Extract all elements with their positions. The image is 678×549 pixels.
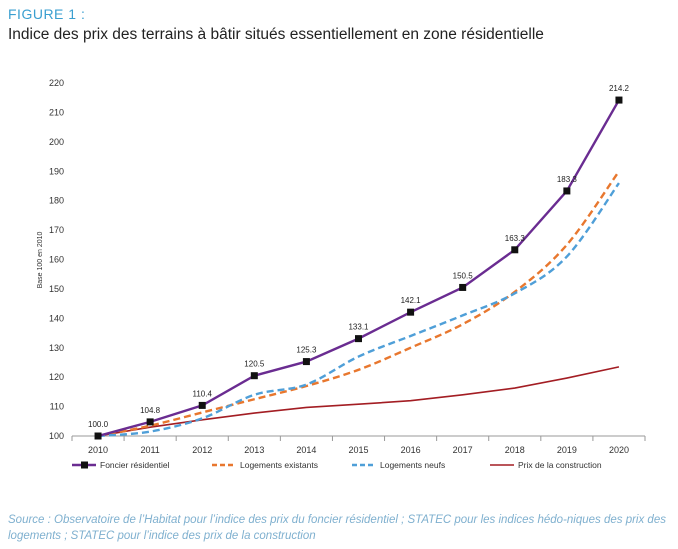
y-tick-label: 150 (49, 284, 64, 294)
chart-title: Indice des prix des terrains à bâtir sit… (8, 26, 544, 43)
data-point (198, 401, 206, 409)
y-tick-label: 130 (49, 343, 64, 353)
y-tick-label: 220 (49, 78, 64, 88)
data-point (94, 432, 102, 440)
data-label: 142.1 (401, 296, 422, 305)
data-point (563, 187, 571, 195)
data-point (146, 418, 154, 426)
series-line-3 (97, 366, 620, 437)
data-point (407, 308, 415, 316)
data-label: 100.0 (88, 420, 109, 429)
data-label: 214.2 (609, 84, 630, 93)
x-tick-label: 2017 (453, 445, 473, 455)
data-label: 183.3 (557, 175, 578, 184)
data-point (511, 246, 519, 254)
x-tick-label: 2013 (244, 445, 264, 455)
data-label: 120.5 (244, 360, 265, 369)
x-axis: 2010 2011 2012 2013 2014 2015 2016 2017 2018 2019… (71, 435, 646, 455)
legend-entry: Prix de la construction (518, 460, 602, 470)
y-tick-label: 120 (49, 372, 64, 382)
data-labels: 100.0 104.8 110.4 120.5 125.3 133.1 142.1 150.5… (88, 84, 630, 440)
data-point (302, 358, 310, 366)
y-tick-label: 200 (49, 137, 64, 147)
y-axis-label: Base 100 en 2010 (37, 231, 44, 288)
data-label: 163.3 (505, 234, 526, 243)
x-tick-label: 2016 (401, 445, 421, 455)
legend-entry: Logements neufs (380, 460, 445, 470)
y-tick-label: 110 (50, 402, 64, 412)
line-chart: 100110120130140150160170180190200210220 … (37, 78, 646, 470)
y-tick-label: 140 (49, 313, 64, 323)
legend-entry: Foncier résidentiel (100, 460, 170, 470)
series-line-1 (97, 170, 620, 438)
data-point (459, 283, 467, 291)
y-axis: 100 110 120 130 140 150 160 170 180 190 200 210 220 (49, 78, 64, 441)
legend-entry: Logements existants (240, 460, 318, 470)
y-tick-label: 100 (49, 431, 64, 441)
x-tick-label: 2012 (192, 445, 212, 455)
data-label: 104.8 (140, 406, 161, 415)
y-tick-label: 180 (49, 196, 64, 206)
x-tick-label: 2014 (296, 445, 316, 455)
x-tick-label: 2015 (348, 445, 368, 455)
figure-label: FIGURE 1 : (8, 6, 86, 22)
legend-marker (81, 461, 88, 469)
y-tick-label: 190 (49, 166, 64, 176)
y-tick-label: 170 (49, 225, 64, 235)
data-point (615, 96, 623, 104)
source-note: Source : Observatoire de l’Habitat pour … (8, 514, 666, 542)
data-label: 150.5 (453, 271, 474, 280)
data-label: 133.1 (348, 323, 369, 332)
legend: Foncier résidentiel Logements existants Lo… (72, 460, 602, 470)
series-line-2 (97, 182, 620, 438)
data-point (355, 335, 362, 343)
x-tick-label: 2020 (609, 445, 629, 455)
x-tick-label: 2019 (557, 445, 577, 455)
x-tick-label: 2011 (140, 445, 159, 455)
series-line-0 (97, 99, 620, 438)
data-label: 125.3 (296, 346, 317, 355)
y-tick-label: 160 (49, 255, 64, 265)
x-tick-label: 2018 (505, 445, 525, 455)
data-point (250, 372, 258, 380)
data-label: 110.4 (193, 389, 213, 398)
series-layer (97, 99, 620, 438)
x-tick-label: 2010 (88, 445, 108, 455)
y-tick-label: 210 (49, 107, 64, 117)
